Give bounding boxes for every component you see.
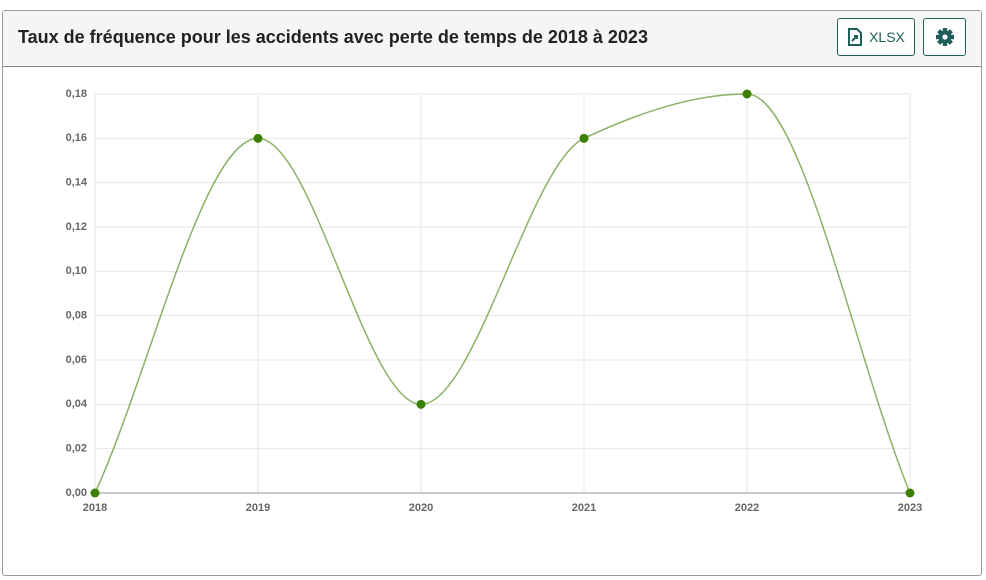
y-tick-label: 0,18 [66, 88, 87, 100]
gear-icon [935, 28, 954, 46]
data-point [742, 89, 752, 99]
panel: Taux de fréquence pour les accidents ave… [2, 10, 982, 576]
panel-header: Taux de fréquence pour les accidents ave… [3, 11, 981, 67]
export-button[interactable]: XLSX [837, 18, 915, 56]
data-point [253, 133, 263, 143]
x-tick-label: 2018 [83, 502, 107, 514]
y-tick-label: 0,16 [66, 132, 87, 144]
x-tick-label: 2019 [246, 502, 270, 514]
data-point [90, 488, 100, 498]
y-tick-label: 0,12 [66, 221, 87, 233]
panel-title: Taux de fréquence pour les accidents ave… [18, 27, 648, 47]
data-point [905, 488, 915, 498]
x-tick-label: 2023 [898, 502, 922, 514]
file-icon [848, 28, 863, 46]
data-point [416, 399, 426, 409]
x-tick-label: 2021 [572, 502, 596, 514]
y-tick-label: 0,10 [66, 265, 87, 277]
export-label: XLSX [869, 29, 905, 45]
y-tick-label: 0,00 [66, 487, 87, 499]
y-tick-label: 0,02 [66, 443, 87, 455]
data-line [94, 93, 911, 494]
x-tick-label: 2020 [409, 502, 433, 514]
y-tick-label: 0,06 [66, 354, 87, 366]
settings-button[interactable] [923, 18, 966, 56]
y-tick-label: 0,14 [66, 177, 88, 189]
chart: 0,00 0,02 0,04 0,06 0,08 0,10 0,12 0,14 0,16 0,18… [66, 88, 923, 514]
x-tick-label: 2022 [735, 502, 759, 514]
data-point [579, 133, 589, 143]
y-tick-label: 0,08 [66, 310, 87, 322]
y-tick-label: 0,04 [66, 398, 88, 410]
